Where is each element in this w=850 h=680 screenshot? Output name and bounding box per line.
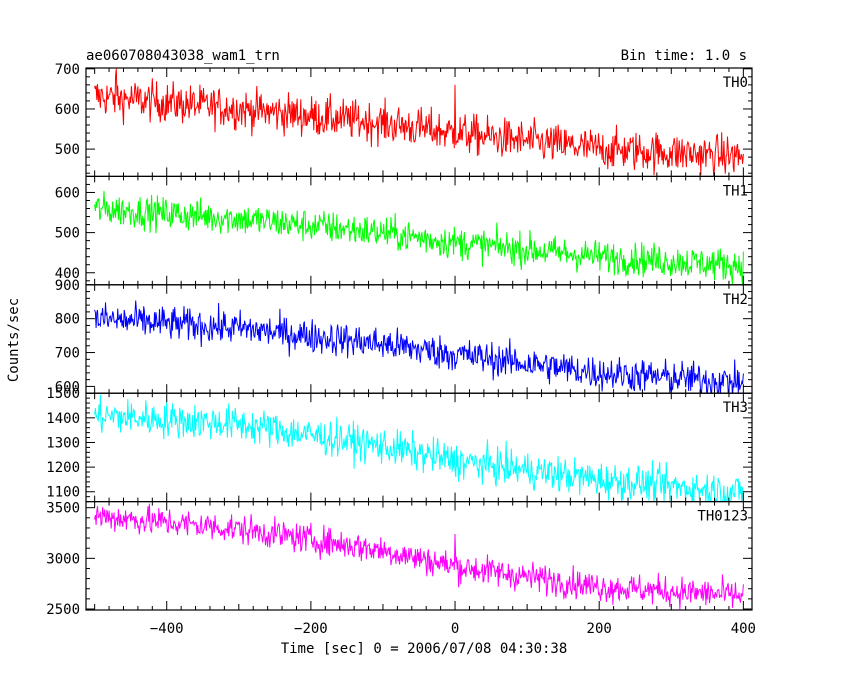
panel-frame [85, 501, 753, 611]
x-tick-label: 400 [731, 621, 756, 637]
series-th3 [94, 394, 744, 502]
y-tick-label: 600 [55, 185, 80, 201]
y-tick-label: 800 [55, 312, 80, 328]
y-tick-label: 1100 [46, 485, 80, 501]
panel-label: TH0123 [697, 509, 748, 525]
panel-th2: TH2 600 700 800 900 [55, 278, 753, 395]
panel-label: TH1 [723, 183, 748, 199]
panel-label: TH3 [723, 400, 748, 416]
y-tick-label: 500 [55, 226, 80, 242]
series-th0 [94, 68, 744, 177]
y-tick-label: 700 [55, 62, 80, 78]
y-tick-label: 1300 [46, 435, 80, 451]
y-tick-label: 600 [55, 102, 80, 118]
y-tick-label: 900 [55, 278, 80, 294]
panel-th0: TH0 500 600 700 [55, 62, 753, 178]
y-tick-label: 400 [55, 266, 80, 282]
series-th0123 [94, 503, 744, 610]
chart-title: ae060708043038_wam1_trn [86, 48, 280, 64]
x-tick-label: −400 [150, 621, 184, 637]
bin-time-label: Bin time: 1.0 s [621, 48, 747, 64]
y-tick-label: 1400 [46, 411, 80, 427]
panels-group: TH0500600700TH1400500600TH2600700800900T… [46, 62, 756, 637]
panel-th3: TH3 1100 1200 1300 1400 1500 [46, 386, 753, 503]
y-tick-label: 600 [55, 379, 80, 395]
panel-label: TH2 [723, 292, 748, 308]
y-tick-label: 500 [55, 142, 80, 158]
y-tick-label: 3000 [46, 551, 80, 567]
panel-label: TH0 [723, 75, 748, 91]
x-tick-label: −200 [294, 621, 328, 637]
x-tick-label: 0 [451, 621, 459, 637]
y-tick-label: 1200 [46, 460, 80, 476]
y-tick-label: 700 [55, 346, 80, 362]
y-tick-label: 2500 [46, 602, 80, 618]
panel-th1: TH1 400 500 600 [55, 175, 753, 286]
x-tick-label: 200 [587, 621, 612, 637]
series-th2 [94, 300, 744, 394]
series-th1 [94, 190, 744, 285]
y-tick-label: 1500 [46, 386, 80, 402]
y-tick-label: 3500 [46, 501, 80, 517]
panel-th0123: TH0123 2500 3000 3500 [46, 501, 753, 618]
y-axis-label: Counts/sec [6, 298, 22, 382]
x-axis-label: Time [sec] 0 = 2006/07/08 04:30:38 [281, 641, 568, 657]
